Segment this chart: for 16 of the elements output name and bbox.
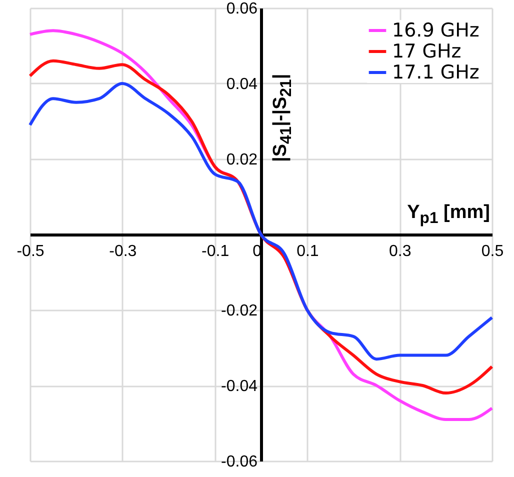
x-tick-label: -0.3 [109, 243, 137, 260]
x-axis-title: Y$_{p1}$ [mm] [407, 202, 490, 228]
x-tick-label: 0.1 [296, 243, 319, 260]
y-tick-label: 0.04 [226, 76, 258, 93]
x-tick-label: 0.5 [481, 243, 504, 260]
y-tick-label: 0.02 [226, 152, 258, 168]
legend-label: 17.1 GHz [392, 62, 480, 84]
y-tick-label: -0.06 [221, 454, 258, 470]
y-tick-label: -0.02 [221, 302, 258, 320]
legend-label: 17 GHz [392, 40, 462, 62]
y-tick-label: 0.06 [226, 0, 258, 18]
x-tick-label: -0.1 [202, 243, 230, 260]
x-tick-label: -0.5 [16, 243, 44, 260]
y-tick-label: -0.04 [221, 378, 258, 395]
legend-label: 16.9 GHz [392, 20, 480, 42]
x-tick-label: 0.3 [388, 243, 412, 260]
